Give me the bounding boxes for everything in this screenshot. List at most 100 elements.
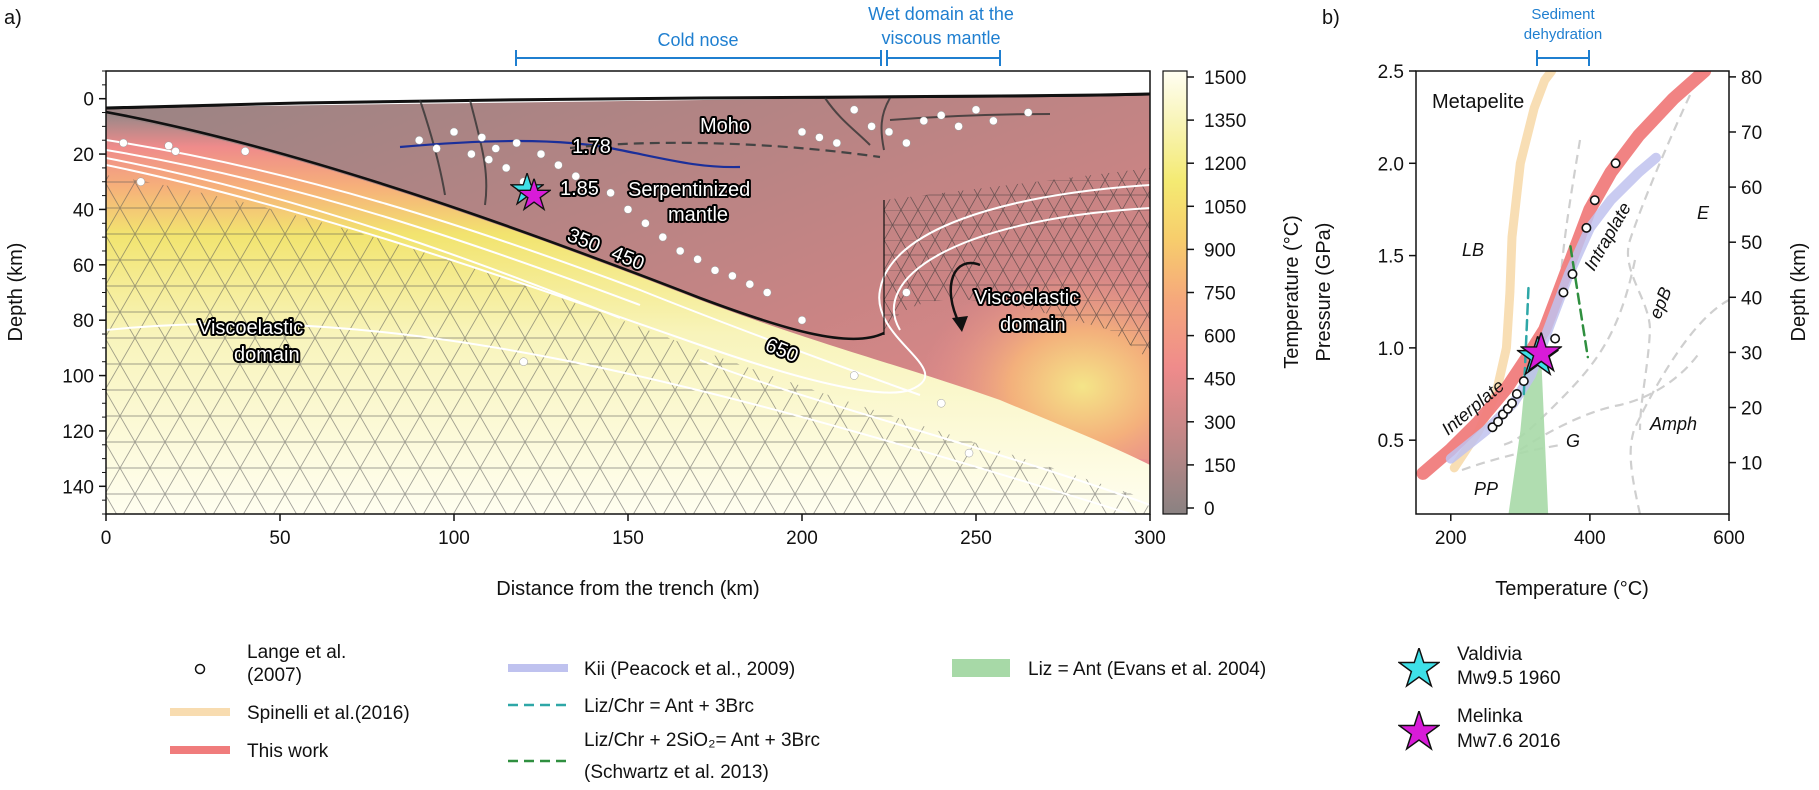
b-y-tick-label: 2.5 xyxy=(1378,62,1404,83)
lb-label: LB xyxy=(1462,240,1484,260)
serpentinized-label-1: Serpentinized xyxy=(628,179,750,201)
series-4 xyxy=(1569,245,1590,359)
earthquake-point xyxy=(554,160,563,170)
colorbar-tick-label: 0 xyxy=(1204,499,1215,520)
sediment-label-1: Sediment xyxy=(1531,6,1595,23)
wedge-mesh xyxy=(884,168,1150,360)
colorbar-tick-label: 1200 xyxy=(1204,154,1246,175)
colorbar-ticks: 0 150 300 450 600 750 900 1050 1200 1350 1500 xyxy=(1187,68,1246,520)
moho-label: Moho xyxy=(700,115,750,137)
colorbar-tick-label: 900 xyxy=(1204,240,1236,261)
series-lizant xyxy=(1508,357,1549,514)
lange-point xyxy=(1589,195,1600,206)
isotherm-label-185: 1.85 xyxy=(560,178,599,200)
b-y-tick-label: 1.5 xyxy=(1378,247,1404,268)
sediment-label-2: dehydration xyxy=(1524,26,1602,43)
b-right-tick-label: 30 xyxy=(1741,343,1762,364)
earthquake-point xyxy=(658,232,668,242)
panel-b-bracket xyxy=(1536,50,1590,66)
lange-point xyxy=(1518,376,1529,387)
panel-a-plot xyxy=(106,71,1150,514)
legend-thiswork: This work xyxy=(247,741,329,762)
y-tick-label: 40 xyxy=(73,200,94,221)
earthquake-point xyxy=(936,111,946,120)
earthquake-point xyxy=(588,183,598,192)
visco-right-label-1: Viscoelastic xyxy=(974,287,1079,309)
b-right-tick-label: 10 xyxy=(1741,454,1762,475)
b-x-tick-label: 400 xyxy=(1574,528,1606,549)
panel-a-axes: 0 50 100 150 200 250 300 0 20 40 60 80 100 120 140 xyxy=(62,70,1166,549)
b-right-tick-label: 70 xyxy=(1741,123,1762,144)
lange-point xyxy=(1493,416,1504,427)
panel-b-frame xyxy=(1415,70,1730,515)
x-tick-label: 100 xyxy=(438,528,470,549)
legend-melinka-2: Mw7.6 2016 xyxy=(1457,731,1561,752)
legend-lizant: Liz = Ant (Evans et al. 2004) xyxy=(1028,659,1266,680)
earthquake-point xyxy=(501,163,511,173)
wet-domain-label-1: Wet domain at the xyxy=(868,4,1014,24)
legend: Lange et al. (2007) Spinelli et al.(2016… xyxy=(170,642,1561,783)
earthquake-point xyxy=(491,144,501,153)
b-right-tick-label: 60 xyxy=(1741,178,1762,199)
earthquake-point xyxy=(902,138,911,148)
earthquake-point xyxy=(710,266,720,275)
legend-melinka-star xyxy=(1399,711,1439,749)
panel-a-ylabel: Depth (km) xyxy=(5,243,27,342)
earthquake-point xyxy=(849,105,859,115)
earthquake-point xyxy=(164,141,173,151)
visco-left-label-1: Viscoelastic xyxy=(198,317,303,339)
y-tick-label: 140 xyxy=(62,477,94,498)
panel-b-label: b) xyxy=(1322,7,1340,29)
earthquake-point xyxy=(641,219,650,228)
x-tick-label: 300 xyxy=(1134,528,1166,549)
earthquake-point xyxy=(693,255,702,264)
earthquake-point xyxy=(867,122,876,131)
panel-b-xlabel: Temperature (°C) xyxy=(1495,578,1649,600)
colorbar-tick-label: 450 xyxy=(1204,370,1236,391)
panel-b-ylabel-right: Depth (km) xyxy=(1788,243,1810,342)
x-tick-label: 200 xyxy=(786,528,818,549)
legend-lizchr: Liz/Chr = Ant + 3Brc xyxy=(584,696,754,717)
colorbar-tick-label: 150 xyxy=(1204,456,1236,477)
isotherms xyxy=(106,139,1150,514)
isotherm-label-178: 1.78 xyxy=(572,136,611,158)
y-tick-label: 100 xyxy=(62,367,94,388)
earthquake-point xyxy=(797,127,807,137)
visco-left-label-2: domain xyxy=(234,344,300,366)
e-label: E xyxy=(1697,203,1710,223)
earthquake-point xyxy=(675,246,685,256)
panel-a-label: a) xyxy=(4,7,22,29)
cold-nose-label: Cold nose xyxy=(657,30,738,50)
legend-lizant-swatch xyxy=(952,659,1010,677)
series-3 xyxy=(1522,282,1530,396)
y-tick-label: 0 xyxy=(83,90,94,111)
legend-valdivia-1: Valdivia xyxy=(1457,644,1523,665)
earthquake-point xyxy=(902,288,911,297)
metapelite-label: Metapelite xyxy=(1432,91,1524,113)
seismicity-points xyxy=(119,105,1033,458)
earthquake-point xyxy=(964,448,974,458)
g-label: G xyxy=(1566,431,1580,451)
legend-kii: Kii (Peacock et al., 2009) xyxy=(584,659,795,680)
b-y-tick-label: 2.0 xyxy=(1378,154,1404,175)
panel-a-brackets xyxy=(515,50,1001,66)
earthquake-point xyxy=(815,133,824,142)
earthquake-point xyxy=(936,399,946,408)
earthquake-point xyxy=(171,147,180,156)
earthquake-point xyxy=(954,122,963,131)
lange-point xyxy=(1550,333,1561,344)
legend-lange-marker xyxy=(194,663,206,675)
earthquake-point xyxy=(832,138,842,148)
flow-arrow xyxy=(949,261,981,326)
earthquake-point xyxy=(432,144,441,153)
x-tick-label: 0 xyxy=(101,528,112,549)
amph-label: Amph xyxy=(1649,414,1697,434)
lange-points xyxy=(1487,158,1621,433)
b-right-tick-label: 80 xyxy=(1741,68,1762,89)
colorbar-tick-label: 750 xyxy=(1204,284,1236,305)
earthquake-point xyxy=(571,171,581,181)
earthquake-point xyxy=(536,149,546,159)
serpentinized-label-2: mantle xyxy=(668,204,728,226)
b-right-tick-label: 40 xyxy=(1741,288,1762,309)
